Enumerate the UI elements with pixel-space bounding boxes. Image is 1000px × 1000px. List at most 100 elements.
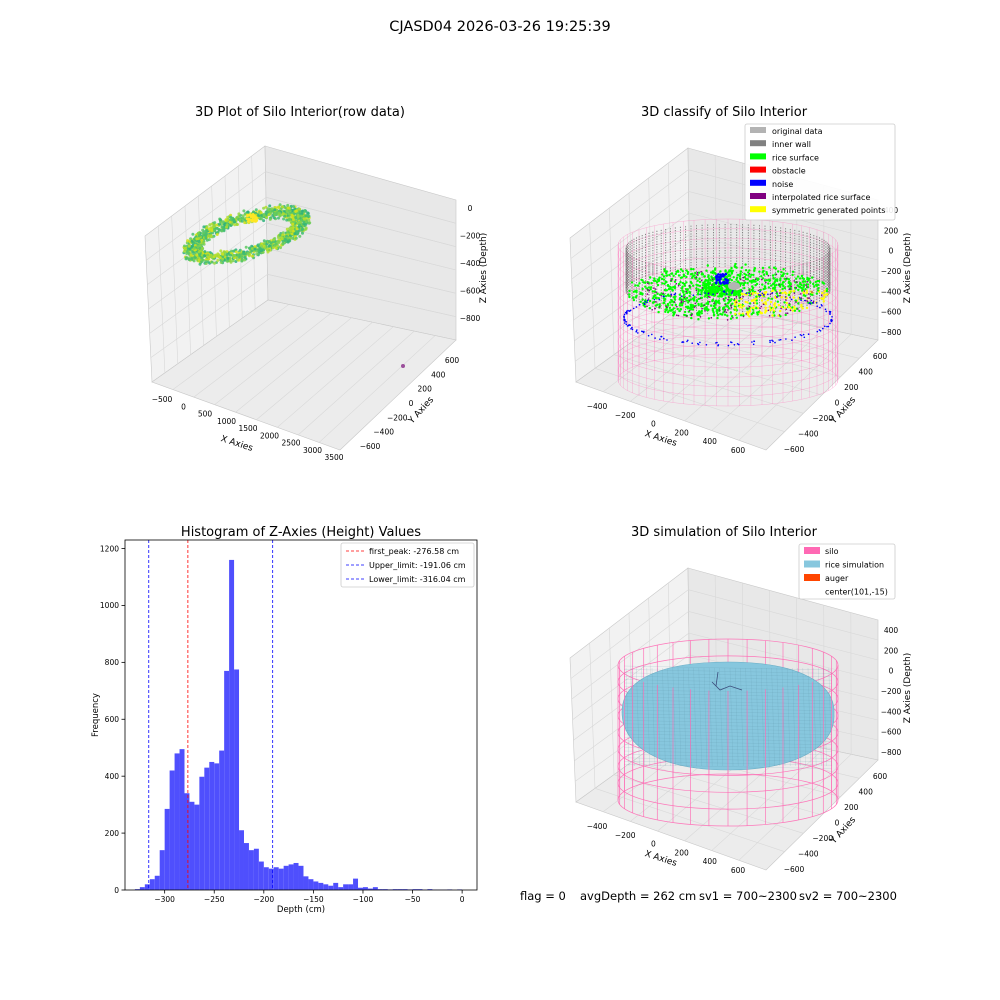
surface-point	[793, 307, 796, 310]
surface-point	[650, 281, 653, 285]
cloud-point	[226, 215, 230, 219]
p2-z-tick-label: −400	[881, 287, 902, 296]
histogram-y-ticks: 0 200 400 600 800 1000 1200	[100, 544, 125, 895]
cloud-point	[218, 256, 222, 260]
p2-x-tick-label: 600	[731, 446, 746, 455]
rice-mesh-line	[750, 667, 754, 767]
interpolated-point	[651, 309, 653, 311]
surface-point	[681, 270, 684, 273]
surface-point	[694, 271, 697, 275]
surface-point	[773, 314, 776, 317]
surface-point	[778, 289, 782, 292]
surface-point	[713, 290, 718, 294]
rice-mesh-line	[771, 667, 775, 767]
rice-mesh-line	[776, 667, 780, 767]
cloud-point	[242, 209, 246, 213]
surface-point	[698, 280, 702, 284]
rice-mesh-line	[623, 676, 833, 681]
surface-point	[690, 267, 693, 271]
histogram-bar	[313, 881, 319, 890]
p4-y-tick-label: 400	[859, 788, 874, 797]
surface-point	[748, 315, 751, 318]
surface-point	[742, 304, 745, 308]
noise-point	[825, 310, 827, 313]
surface-point	[703, 284, 708, 289]
cloud-point	[243, 221, 247, 225]
surface-point	[662, 293, 665, 296]
surface-point	[775, 292, 779, 295]
surface-point	[765, 272, 769, 276]
cloud-point	[287, 212, 291, 216]
surface-point	[801, 307, 804, 310]
interpolated-point	[711, 284, 713, 286]
surface-point	[697, 318, 700, 321]
surface-point	[737, 293, 741, 297]
surface-point	[739, 303, 742, 306]
gridline	[609, 627, 615, 775]
surface-point	[729, 317, 733, 320]
rice-mesh-line	[818, 667, 822, 767]
noise-point	[687, 339, 689, 342]
raw-y-tick-label: −200	[387, 413, 408, 422]
surface-point	[664, 280, 667, 283]
interpolated-point	[776, 291, 778, 293]
noise-point	[659, 338, 661, 341]
surface-point	[634, 284, 637, 287]
panel-simulation: 3D simulation of Silo Interior −400−2000…	[569, 525, 913, 875]
histogram-bar	[144, 884, 150, 890]
surface-point	[791, 306, 794, 309]
surface-point	[772, 311, 775, 314]
surface-point	[726, 305, 730, 308]
cloud-point	[190, 256, 194, 260]
noise-point	[632, 307, 635, 310]
histogram-bar	[392, 889, 398, 890]
noise-point	[724, 291, 726, 293]
surface-point	[791, 273, 794, 277]
noise-point	[726, 281, 729, 285]
noise-point	[644, 300, 646, 303]
surface-point	[685, 291, 689, 295]
cloud-point	[250, 249, 254, 253]
surface-point	[736, 273, 740, 277]
surface-point	[777, 303, 780, 307]
p2-x-tick-label: −400	[587, 402, 608, 411]
rice-mesh-line	[625, 667, 630, 767]
cloud-point	[221, 257, 225, 261]
surface-point	[707, 274, 710, 277]
noise-point	[722, 274, 725, 278]
cloud-point	[216, 230, 220, 234]
surface-point	[757, 310, 760, 314]
cloud-point	[204, 231, 208, 235]
surface-point	[795, 277, 798, 280]
surface-point	[753, 267, 757, 270]
panel-raw-data: 3D Plot of Silo Interior(row data) −500 0…	[144, 105, 489, 462]
surface-point	[787, 281, 790, 285]
noise-point	[674, 292, 677, 295]
surface-point	[718, 306, 721, 309]
status-avg-depth: avgDepth = 262 cm	[580, 889, 696, 903]
cloud-point	[283, 237, 287, 241]
noise-point	[738, 343, 740, 346]
surface-point	[684, 288, 688, 291]
interpolated-point	[730, 306, 733, 309]
noise-point	[704, 292, 706, 294]
silo-ring	[617, 344, 839, 397]
noise-point	[623, 313, 626, 316]
cloud-point	[253, 247, 257, 251]
surface-point	[770, 284, 773, 287]
histogram-bar	[268, 868, 274, 890]
surface-point	[695, 300, 699, 303]
noise-point	[660, 335, 662, 338]
histogram-bar	[338, 887, 344, 890]
classify-legend-box	[744, 123, 896, 221]
surface-point	[666, 284, 670, 287]
cloud-point	[281, 233, 285, 237]
surface-point	[779, 315, 782, 318]
cloud-point	[278, 213, 282, 217]
surface-point	[730, 271, 734, 274]
p4-y-tick-label: 0	[835, 819, 840, 828]
rice-mesh-line	[807, 667, 812, 767]
surface-point	[673, 298, 677, 301]
cloud-point	[184, 256, 188, 260]
